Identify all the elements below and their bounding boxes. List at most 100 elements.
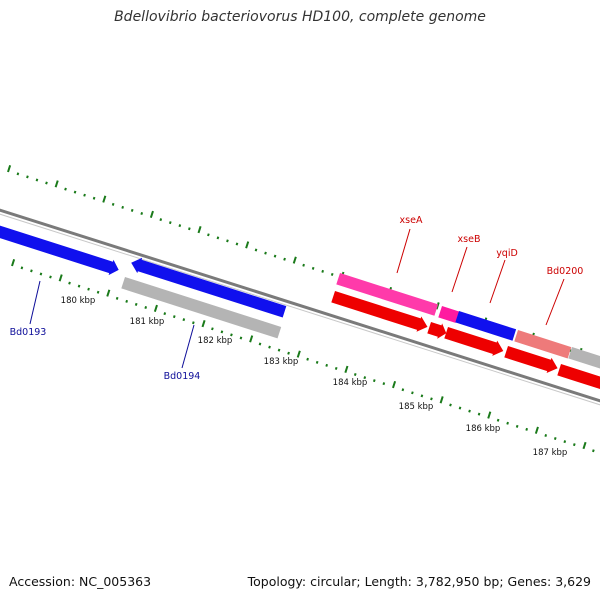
kbp-label: 180 kbp [61,296,96,306]
outer-tick [245,241,250,249]
outer-tick [26,175,29,179]
inner-tick [211,327,214,331]
inner-tick [449,403,452,407]
inner-tick [468,409,471,413]
inner-tick [544,433,548,437]
label-Bd0200: Bd0200 [547,266,584,277]
region-pink-tail [438,306,460,323]
outer-tick [283,257,286,261]
inner-tick [20,266,24,270]
outer-tick [149,210,154,219]
inner-tick [392,380,397,389]
inner-tick [401,388,405,392]
outer-tick [45,181,48,185]
leader-Bd0200 [545,278,565,326]
kbp-label: 184 kbp [333,378,368,388]
leader-yqiD [489,259,506,304]
inner-tick [372,379,376,383]
outer-tick [121,205,125,209]
inner-tick [182,318,186,322]
inner-tick [287,351,290,355]
inner-tick [334,366,338,370]
inner-tick [192,321,195,325]
inner-tick [268,345,271,349]
leader-Bd0194 [181,324,195,369]
outer-tick [16,172,20,176]
outer-tick [111,202,115,206]
region-salmon [514,330,572,359]
region-blue [455,311,517,341]
inner-tick [239,336,243,340]
inner-tick [30,269,33,273]
label-xseB: xseB [458,234,481,245]
outer-tick [226,239,229,243]
kbp-label: 187 kbp [533,448,568,458]
accession-text: Accession: NC_005363 [9,574,152,589]
inner-tick [258,342,262,346]
inner-tick [249,335,254,343]
inner-tick [77,284,81,288]
inner-tick [344,365,349,373]
leader-xseB [451,246,468,293]
outer-tick [330,272,334,276]
inner-tick [87,287,90,291]
outer-tick [102,195,107,203]
genome-summary-text: Topology: circular; Length: 3,782,950 bp… [247,574,591,589]
inner-tick [277,348,281,352]
outer-tick [168,221,172,225]
inner-tick [382,382,386,386]
inner-tick [134,302,138,306]
inner-tick [172,315,176,319]
outer-tick [292,256,297,264]
inner-tick [230,333,233,337]
gene-gray-orf [121,277,282,339]
outer-tick [92,196,96,200]
outer-tick [140,211,144,215]
inner-tick [220,330,224,334]
outer-tick [568,349,572,353]
gene-xseA [331,291,428,332]
outer-tick [178,224,182,228]
region-pink [336,273,439,316]
label-yqiD: yqiD [496,248,518,259]
outer-tick [83,193,86,197]
inner-tick [296,350,301,358]
inner-tick [39,272,43,276]
inner-tick [115,296,119,300]
inner-tick [572,443,576,447]
outer-tick [7,165,12,173]
inner-tick [49,275,52,279]
leader-xseA [396,228,411,274]
label-Bd0194: Bd0194 [164,371,201,382]
gene-Bd0194 [131,257,287,318]
backbone-shadow [0,213,600,406]
outer-tick [216,236,220,240]
outer-tick [197,225,202,234]
inner-tick [563,440,567,444]
region-gray [568,347,600,369]
outer-tick [207,233,210,237]
inner-tick [420,394,424,398]
inner-tick [496,418,500,422]
inner-tick [553,437,557,441]
inner-tick [201,319,206,328]
label-leader-lines [29,228,565,369]
map-title: Bdellovibrio bacteriovorus HD100, comple… [114,9,486,25]
inner-tick [125,299,129,303]
backbone-lines [0,208,600,406]
inner-tick [96,290,100,294]
inner-tick [506,421,509,425]
kbp-label: 185 kbp [399,402,434,412]
label-xseA: xseA [400,215,423,226]
kbp-label: 183 kbp [264,357,299,367]
outer-tick [435,302,440,310]
gene-features [0,225,600,390]
outer-tick [264,251,267,255]
kbp-label: 186 kbp [466,424,501,434]
gene-xseB [427,322,447,339]
outer-tick [188,227,191,231]
outer-tick [273,254,277,258]
label-Bd0193: Bd0193 [10,327,47,338]
outer-tick [130,208,134,212]
